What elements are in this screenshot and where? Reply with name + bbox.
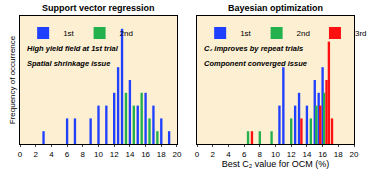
svg-text:8: 8 <box>81 150 86 159</box>
svg-text:0: 0 <box>18 150 23 159</box>
svg-text:4: 4 <box>226 150 231 159</box>
svg-text:Component converged issue: Component converged issue <box>204 59 307 68</box>
svg-text:10: 10 <box>271 150 280 159</box>
svg-text:10: 10 <box>94 150 103 159</box>
svg-text:18: 18 <box>334 150 343 159</box>
svg-text:20: 20 <box>173 150 182 159</box>
svg-text:3rd: 3rd <box>355 29 367 38</box>
svg-text:16: 16 <box>318 150 327 159</box>
svg-text:Bayesian optimization: Bayesian optimization <box>228 3 323 13</box>
svg-text:Best C₂ value for OCM (%): Best C₂ value for OCM (%) <box>222 159 330 169</box>
svg-text:0: 0 <box>195 150 200 159</box>
svg-text:1st: 1st <box>240 29 251 38</box>
svg-text:Support vector regression: Support vector regression <box>42 3 155 13</box>
svg-text:Frequency of occurrence: Frequency of occurrence <box>8 35 17 124</box>
svg-text:12: 12 <box>287 150 296 159</box>
svg-text:16: 16 <box>141 150 150 159</box>
svg-text:2: 2 <box>33 150 38 159</box>
svg-text:4: 4 <box>49 150 54 159</box>
svg-text:8: 8 <box>258 150 263 159</box>
svg-text:6: 6 <box>242 150 247 159</box>
svg-text:14: 14 <box>302 150 311 159</box>
svg-text:6: 6 <box>65 150 70 159</box>
svg-text:12: 12 <box>110 150 119 159</box>
svg-text:2nd: 2nd <box>297 29 310 38</box>
svg-text:1st: 1st <box>63 29 74 38</box>
svg-text:18: 18 <box>157 150 166 159</box>
svg-text:14: 14 <box>125 150 134 159</box>
svg-text:High yield field at 1st trial: High yield field at 1st trial <box>27 44 119 53</box>
svg-text:2: 2 <box>210 150 215 159</box>
svg-text:2nd: 2nd <box>120 29 133 38</box>
svg-text:C₂ improves by repeat trials: C₂ improves by repeat trials <box>204 44 303 53</box>
svg-text:20: 20 <box>350 150 359 159</box>
svg-text:Spatial shrinkage issue: Spatial shrinkage issue <box>27 59 110 68</box>
